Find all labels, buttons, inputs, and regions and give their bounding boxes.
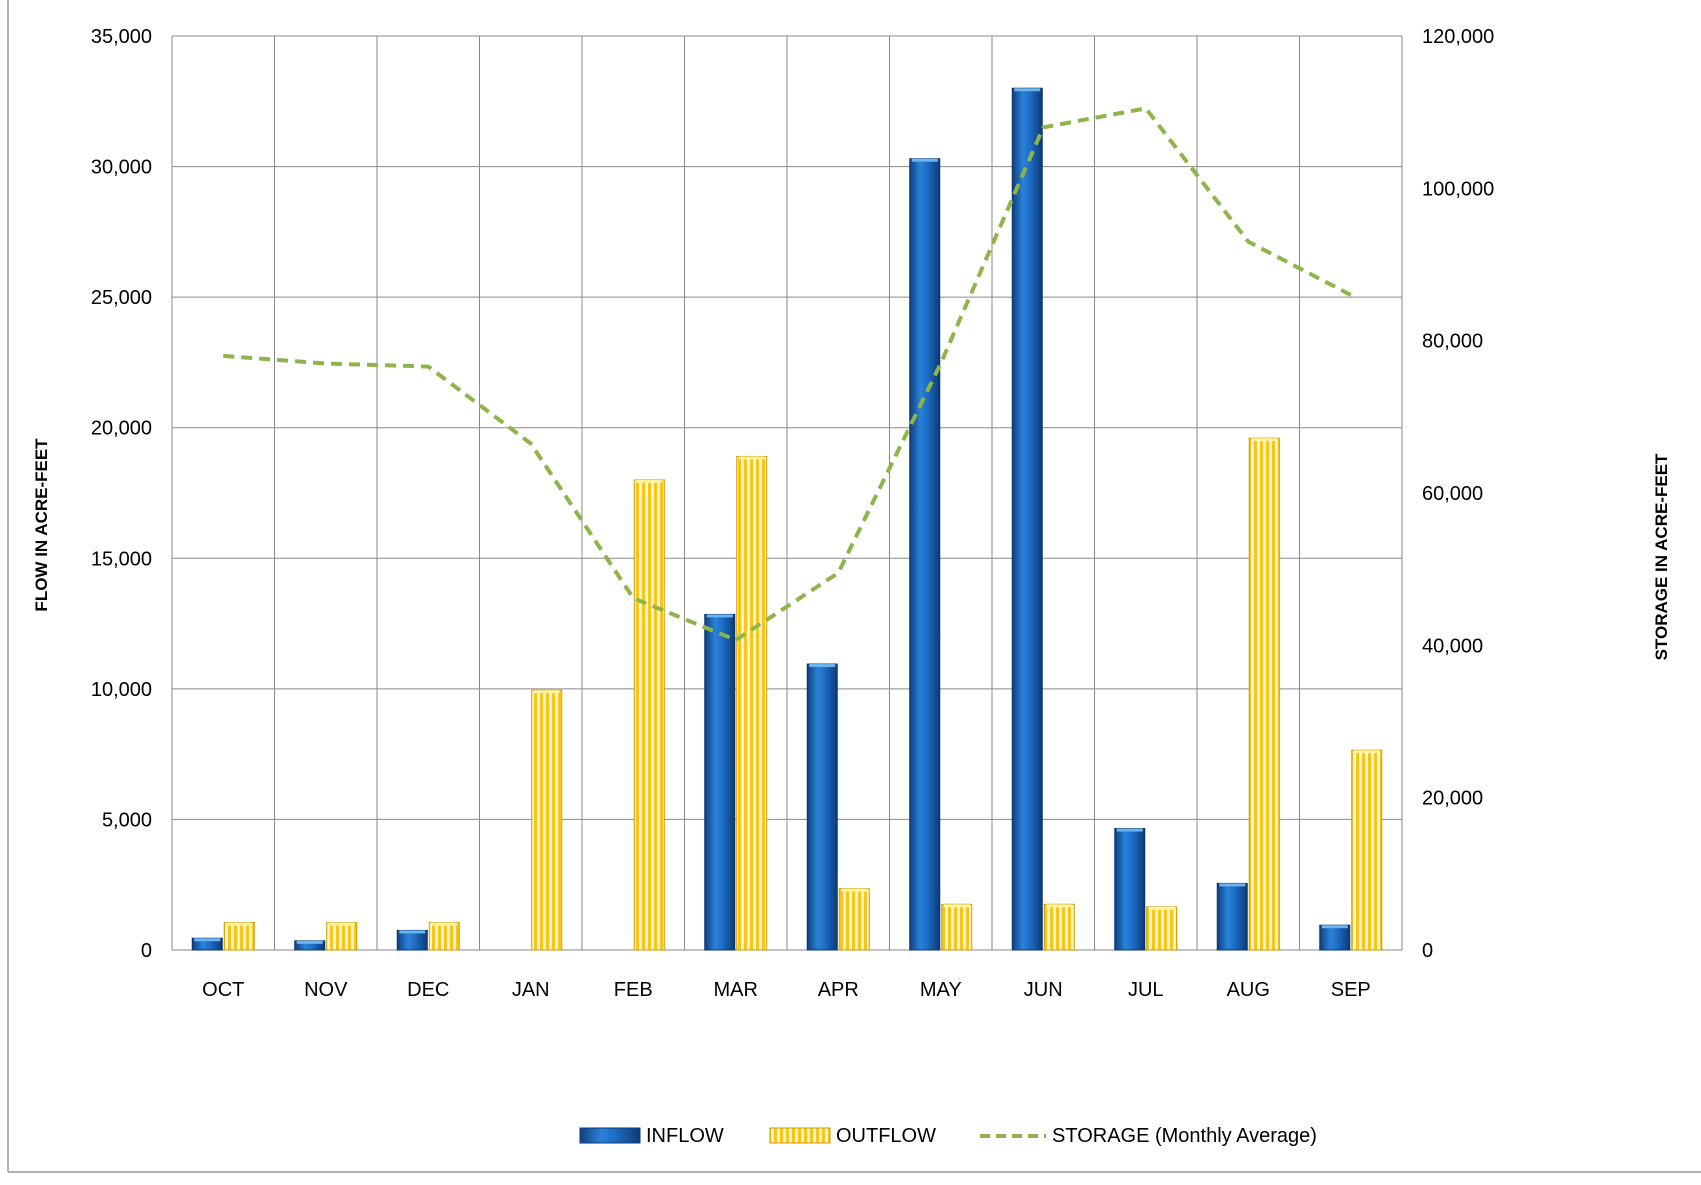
bar-outflow-highlight	[636, 480, 662, 483]
legend-swatch-outflow	[770, 1128, 830, 1143]
y-axis-left-label: FLOW IN ACRE-FEET	[32, 438, 51, 612]
bar-inflow-highlight	[1322, 925, 1348, 928]
x-tick-label: MAR	[714, 979, 758, 1001]
y-left-tick-label: 35,000	[91, 26, 152, 48]
x-tick-label: NOV	[304, 979, 348, 1001]
y-right-tick-label: 100,000	[1422, 178, 1494, 200]
bar-outflow-highlight	[739, 456, 765, 459]
bar-outflow	[839, 889, 869, 950]
legend-label-inflow: INFLOW	[646, 1125, 724, 1147]
x-tick-label: FEB	[614, 979, 653, 1001]
y-right-tick-label: 0	[1422, 940, 1433, 962]
bar-inflow-highlight	[1219, 883, 1245, 886]
bar-outflow	[1249, 438, 1279, 950]
x-tick-label: SEP	[1331, 979, 1371, 1001]
gridlines	[172, 36, 1402, 950]
bar-inflow	[705, 614, 735, 950]
y-left-tick-label: 20,000	[91, 418, 152, 440]
y-right-tick-label: 120,000	[1422, 26, 1494, 48]
bar-inflow-highlight	[809, 664, 835, 667]
bar-outflow	[429, 923, 459, 950]
bar-inflow	[910, 159, 940, 950]
y-left-tick-label: 30,000	[91, 157, 152, 179]
bar-inflow-highlight	[194, 938, 220, 941]
bar-outflow	[1044, 904, 1074, 950]
bar-outflow	[1352, 750, 1382, 950]
bar-inflow-highlight	[297, 941, 323, 944]
bar-inflow-highlight	[399, 930, 425, 933]
legend-swatch-inflow	[580, 1128, 640, 1143]
y-axis-right-label: STORAGE IN ACRE-FEET	[1652, 453, 1671, 660]
bar-outflow-highlight	[1046, 904, 1072, 907]
y-right-tick-label: 20,000	[1422, 788, 1483, 810]
x-tick-label: APR	[818, 979, 859, 1001]
bar-outflow-highlight	[841, 889, 867, 892]
y-left-tick-label: 5,000	[102, 809, 152, 831]
bar-outflow-highlight	[329, 923, 355, 926]
bar-inflow-highlight	[1117, 829, 1143, 832]
x-tick-label: MAY	[920, 979, 962, 1001]
bar-outflow	[737, 456, 767, 950]
bar-inflow	[807, 664, 837, 950]
bar-outflow-highlight	[1251, 438, 1277, 441]
x-tick-label: AUG	[1227, 979, 1270, 1001]
y-right-tick-label: 40,000	[1422, 635, 1483, 657]
bar-outflow	[224, 923, 254, 950]
y-right-tick-label: 60,000	[1422, 483, 1483, 505]
bar-outflow-highlight	[431, 923, 457, 926]
legend-label-outflow: OUTFLOW	[836, 1125, 936, 1147]
x-tick-label: DEC	[407, 979, 449, 1001]
bar-outflow	[327, 923, 357, 950]
y-left-tick-label: 0	[141, 940, 152, 962]
bar-inflow-highlight	[1014, 88, 1040, 91]
bar-outflow-highlight	[1149, 907, 1175, 910]
bar-outflow	[1147, 907, 1177, 950]
x-tick-label: JUL	[1128, 979, 1164, 1001]
bar-outflow-highlight	[1354, 750, 1380, 753]
bar-outflow-highlight	[226, 923, 252, 926]
legend: INFLOW OUTFLOW STORAGE (Monthly Average)	[580, 1125, 1317, 1147]
x-tick-label: JAN	[512, 979, 550, 1001]
x-tick-label: OCT	[202, 979, 244, 1001]
bar-outflow-highlight	[944, 904, 970, 907]
bar-inflow-highlight	[707, 614, 733, 617]
bar-outflow-highlight	[534, 690, 560, 693]
y-left-tick-label: 25,000	[91, 287, 152, 309]
bar-inflow	[1012, 88, 1042, 950]
bar-inflow	[1115, 829, 1145, 950]
y-left-tick-label: 15,000	[91, 548, 152, 570]
bar-outflow	[942, 904, 972, 950]
y-right-tick-label: 80,000	[1422, 331, 1483, 353]
bar-inflow-highlight	[912, 159, 938, 162]
bar-inflow	[1320, 925, 1350, 950]
y-left-tick-label: 10,000	[91, 679, 152, 701]
bar-inflow	[1217, 883, 1247, 950]
bar-outflow	[634, 480, 664, 950]
axes: 0 5,000 10,000 15,000 20,000 25,000 30,000 35,0…	[91, 26, 1494, 1001]
legend-label-storage: STORAGE (Monthly Average)	[1052, 1125, 1317, 1147]
x-tick-label: JUN	[1024, 979, 1063, 1001]
bar-outflow	[532, 690, 562, 950]
